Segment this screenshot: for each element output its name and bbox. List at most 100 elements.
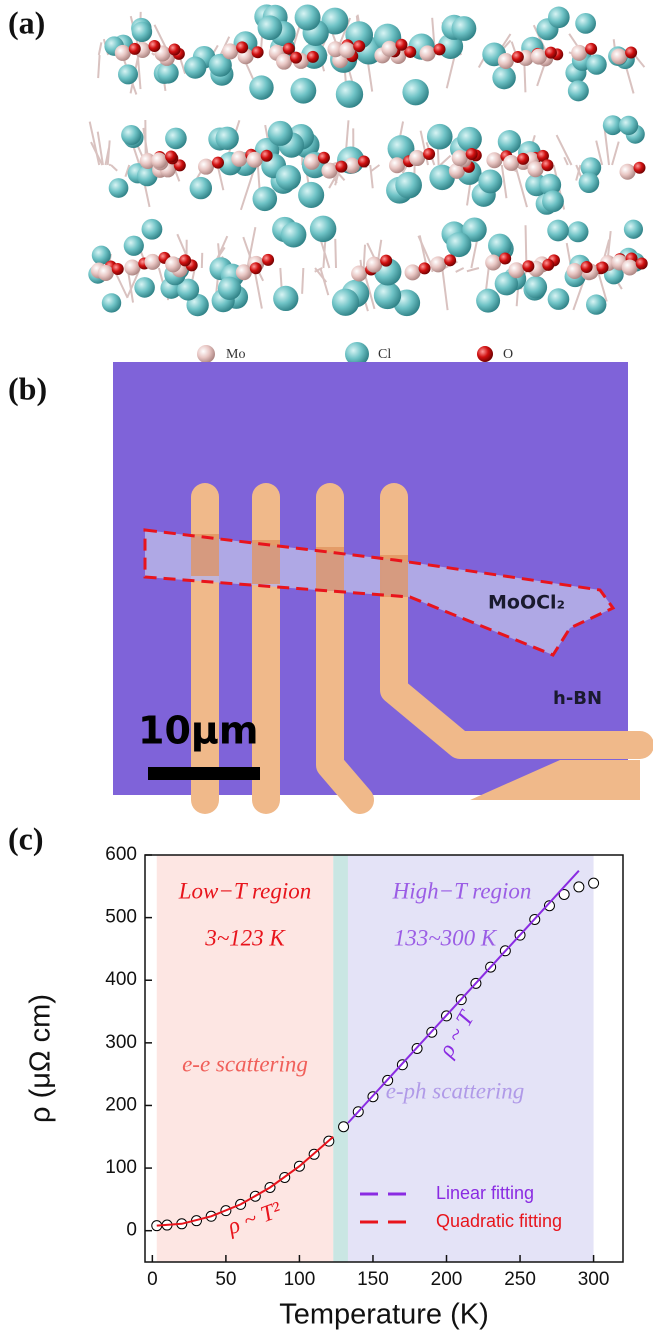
x-tick-label: 300 (578, 1269, 610, 1290)
atom-mo (381, 41, 397, 57)
atom-cl (575, 13, 596, 34)
y-tick-label: 300 (105, 1032, 137, 1053)
atom-o (581, 261, 593, 273)
atom-mo (567, 263, 583, 279)
data-point (589, 878, 599, 888)
atom-mo (409, 150, 425, 166)
panel-label: (b) (8, 370, 47, 406)
atom-cl (165, 128, 187, 150)
atom-mo (366, 257, 382, 273)
atom-cl (102, 293, 121, 312)
atom-cl (132, 22, 152, 42)
atom-mo (571, 45, 587, 61)
atom-cl (579, 172, 600, 193)
atom-o (318, 152, 330, 164)
atom-cl (121, 125, 141, 145)
atom-cl (492, 66, 515, 89)
micrograph: MoOCl₂ h-BN 10μm (113, 362, 640, 800)
atom-mo (339, 42, 355, 58)
atom-o (597, 262, 609, 274)
bond (152, 53, 155, 55)
atom-o (307, 51, 319, 63)
atom-mo (165, 256, 181, 272)
x-tick-label: 0 (147, 1269, 158, 1290)
legend-mo (197, 345, 215, 363)
legend-label: Linear fitting (436, 1183, 534, 1203)
atom-cl (295, 5, 321, 31)
x-tick-label: 250 (504, 1269, 536, 1290)
atom-mo (527, 161, 543, 177)
bond (456, 268, 464, 272)
atom-cl (276, 165, 301, 190)
atom-cl (427, 124, 453, 150)
scale-bar-label: 10μm (138, 709, 258, 753)
atom-o (585, 43, 597, 55)
atom-cl (374, 282, 401, 309)
atom-cl (446, 232, 471, 257)
atom-mo (485, 255, 501, 271)
x-tick-label: 50 (215, 1269, 236, 1290)
bond (302, 268, 303, 294)
x-tick-label: 100 (284, 1269, 316, 1290)
atom-cl (142, 219, 163, 240)
legend-label: Cl (378, 347, 391, 362)
atom-cl (190, 177, 212, 199)
atom-cl (216, 127, 239, 150)
atom-o (466, 148, 478, 160)
atom-cl (567, 221, 588, 242)
bond (515, 165, 527, 207)
annotation: e-e scattering (182, 1051, 308, 1076)
atom-o (636, 257, 648, 269)
atom-mo (620, 164, 636, 180)
atom-cl (548, 6, 570, 28)
atom-mo (145, 254, 161, 270)
atom-o (522, 260, 534, 272)
sample-label: MoOCl₂ (488, 592, 565, 614)
atom-o (542, 259, 554, 271)
bond (371, 165, 380, 171)
atom-cl (332, 289, 359, 316)
atom-cl (258, 15, 283, 40)
data-point (339, 1122, 349, 1132)
bond (370, 165, 372, 188)
bond (320, 268, 328, 295)
atom-o (212, 157, 224, 169)
atom-mo (98, 265, 114, 281)
atom-mo (622, 259, 638, 275)
y-tick-label: 200 (105, 1094, 137, 1115)
atom-cl (586, 294, 606, 314)
atom-cl (268, 121, 293, 146)
panel-label: (a) (8, 4, 45, 40)
bond (99, 42, 102, 55)
annotation: High−T region (392, 878, 532, 903)
atom-cl (184, 56, 206, 78)
atom-cl (525, 276, 547, 298)
crystal-structure (88, 4, 647, 316)
atom-cl (109, 178, 129, 198)
atom-cl (568, 80, 589, 101)
atom-cl (298, 182, 324, 208)
panel-label: (c) (8, 820, 44, 856)
bond (467, 268, 479, 271)
x-tick-label: 200 (431, 1269, 463, 1290)
atom-mo (531, 49, 547, 65)
atom-mo (231, 151, 247, 167)
bond (447, 55, 455, 88)
atom-mo (452, 150, 468, 166)
atom-cl (547, 220, 569, 242)
atom-mo (611, 49, 627, 65)
atom-mo (351, 266, 367, 282)
y-tick-label: 400 (105, 969, 137, 990)
atom-cl (290, 78, 316, 104)
atom-o (252, 46, 264, 58)
atom-cl (281, 222, 307, 248)
atom-o (444, 254, 456, 266)
atom-mo (321, 163, 337, 179)
x-tick-label: 150 (357, 1269, 389, 1290)
atom-cl (548, 288, 570, 310)
atom-cl (452, 16, 477, 41)
y-tick-label: 0 (126, 1220, 137, 1241)
atom-mo (503, 155, 519, 171)
atom-mo (124, 260, 140, 276)
atom-mo (304, 154, 320, 170)
